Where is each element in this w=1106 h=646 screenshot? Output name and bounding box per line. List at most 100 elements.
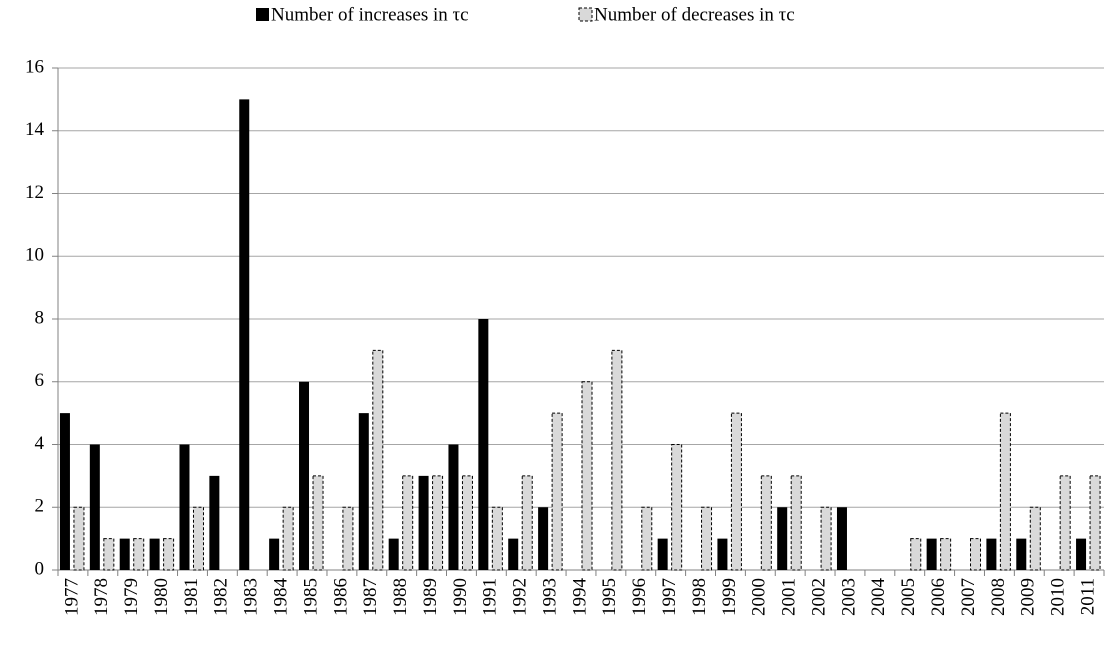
bar	[89, 444, 100, 570]
x-tick-label: 1993	[539, 578, 560, 616]
legend-label: Number of increases in τc	[271, 4, 469, 25]
x-tick-label: 1996	[629, 578, 650, 616]
x-tick-label: 1983	[241, 578, 262, 616]
bar	[418, 475, 429, 570]
bar	[1016, 538, 1027, 570]
x-tick-label: 1978	[91, 578, 112, 616]
bar	[790, 475, 802, 571]
bar	[611, 349, 623, 571]
bar	[999, 412, 1011, 571]
bar	[521, 475, 533, 571]
x-tick-label: 1994	[569, 578, 590, 617]
x-tick-label: 1977	[61, 578, 82, 616]
bar	[551, 412, 563, 571]
bar	[209, 475, 220, 570]
y-tick-label: 8	[35, 307, 45, 328]
bar	[671, 444, 683, 571]
bar	[926, 538, 937, 570]
x-tick-label: 1991	[480, 578, 501, 616]
bar	[358, 413, 369, 570]
bar	[312, 475, 324, 571]
x-tick-label: 1981	[181, 578, 202, 616]
x-tick-label: 1985	[300, 578, 321, 616]
bar	[133, 538, 145, 571]
bar	[491, 506, 503, 571]
x-tick-label: 1990	[450, 578, 471, 616]
bar	[910, 538, 922, 571]
x-tick-label: 1984	[271, 578, 292, 617]
bar	[163, 538, 175, 571]
x-tick-label: 2007	[958, 578, 979, 616]
bar	[388, 538, 399, 570]
bar	[940, 538, 952, 571]
bar	[179, 444, 190, 570]
bar	[239, 99, 250, 570]
x-tick-label: 2006	[928, 578, 949, 616]
x-tick-label: 2001	[779, 578, 800, 616]
bar	[299, 381, 310, 570]
bar	[986, 538, 997, 570]
bar	[103, 538, 115, 571]
x-tick-label: 1997	[659, 578, 680, 616]
bar	[1059, 475, 1071, 571]
x-tick-label: 1988	[390, 578, 411, 616]
x-tick-label: 2011	[1077, 578, 1098, 615]
y-tick-label: 0	[35, 558, 45, 579]
legend-swatch	[256, 8, 269, 21]
y-tick-label: 4	[35, 433, 45, 454]
bar	[478, 319, 489, 570]
y-tick-label: 14	[25, 119, 45, 140]
bar	[73, 506, 85, 571]
bar	[820, 506, 832, 571]
bar	[448, 444, 459, 570]
bar	[538, 507, 549, 570]
bar	[970, 538, 982, 571]
bar	[432, 475, 444, 571]
y-tick-label: 2	[35, 496, 45, 517]
x-tick-label: 1980	[151, 578, 172, 616]
bar	[342, 506, 354, 571]
legend-swatch	[578, 7, 593, 22]
bar	[282, 506, 294, 571]
bar	[581, 381, 593, 571]
bar	[149, 538, 160, 570]
bar	[461, 475, 473, 571]
bar	[641, 506, 653, 571]
bar	[701, 506, 713, 571]
y-tick-label: 12	[25, 182, 44, 203]
x-tick-label: 2002	[808, 578, 829, 616]
x-tick-label: 2000	[749, 578, 770, 616]
x-tick-label: 2009	[1018, 578, 1039, 616]
x-tick-label: 1987	[360, 578, 381, 616]
bar	[59, 413, 70, 570]
legend: Number of increases in τc Number of decre…	[256, 4, 795, 25]
x-tick-label: 1998	[689, 578, 710, 616]
x-tick-label: 1979	[121, 578, 142, 616]
bar	[717, 538, 728, 570]
x-tick-label: 1999	[719, 578, 740, 616]
bar	[372, 349, 384, 571]
bar	[657, 538, 668, 570]
x-tick-label: 2004	[868, 578, 889, 617]
bar	[760, 475, 772, 571]
y-tick-label: 16	[25, 56, 44, 77]
x-tick-label: 1992	[510, 578, 531, 616]
bar	[119, 538, 130, 570]
x-tick-label: 1982	[211, 578, 232, 616]
bar	[1089, 475, 1101, 571]
bar	[1076, 538, 1087, 570]
x-tick-label: 1989	[420, 578, 441, 616]
bar	[777, 507, 788, 570]
x-tick-label: 1995	[599, 578, 620, 616]
x-tick-label: 2010	[1048, 578, 1069, 616]
x-tick-label: 2008	[988, 578, 1009, 616]
legend-label: Number of decreases in τc	[594, 4, 795, 25]
bar	[1029, 506, 1041, 571]
x-tick-label: 1986	[330, 578, 351, 616]
bar	[508, 538, 519, 570]
x-tick-label: 2003	[838, 578, 859, 616]
y-tick-label: 10	[25, 245, 44, 266]
bar	[192, 506, 204, 571]
y-tick-label: 6	[35, 370, 45, 391]
